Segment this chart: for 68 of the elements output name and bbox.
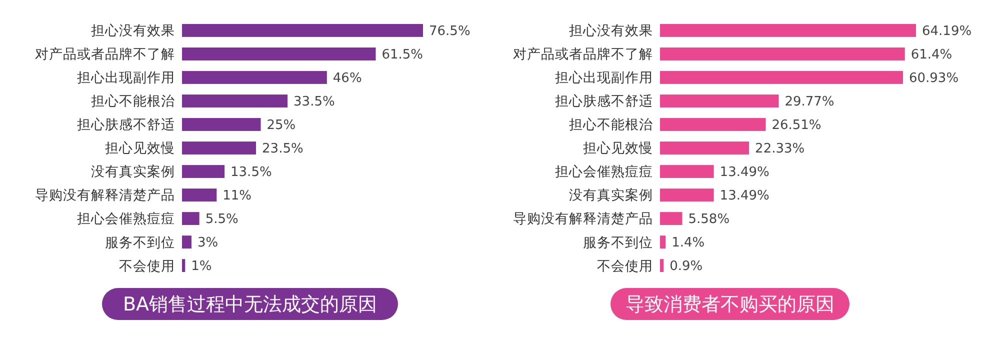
data-label: 13.49% (720, 188, 770, 204)
data-label: 61.5% (382, 48, 424, 63)
y-tick-label: 担心不能根治 (91, 94, 175, 110)
bar (182, 212, 200, 225)
y-tick-label: 没有真实案例 (569, 186, 653, 204)
data-label: 76.5% (429, 24, 470, 40)
data-label: 1.4% (672, 236, 705, 251)
data-label: 13.5% (230, 165, 272, 180)
bar (182, 48, 376, 60)
y-tick-label: 不会使用 (597, 258, 653, 274)
y-tick-label: 担心肤感不舒适 (555, 94, 653, 110)
bar (660, 188, 714, 202)
data-label: 29.77% (784, 94, 834, 110)
bar (182, 188, 217, 202)
y-tick-label: 担心见效慢 (105, 140, 175, 157)
y-tick-label: 担心出现副作用 (555, 70, 653, 86)
data-label: 3% (197, 236, 218, 251)
data-label: 33.5% (294, 94, 335, 110)
y-tick-label: 担心不能根治 (569, 117, 653, 134)
bar (182, 165, 225, 178)
bar (182, 236, 192, 248)
y-tick-label: 担心会催熟痘痘 (555, 164, 653, 180)
y-tick-label: 对产品或者品牌不了解 (513, 46, 653, 63)
data-label: 61.4% (910, 48, 952, 63)
bar (660, 24, 916, 37)
data-label: 26.51% (772, 118, 822, 134)
bar (660, 165, 714, 178)
bar (660, 236, 666, 248)
bar (182, 259, 186, 272)
y-tick-label: 担心会催熟痘痘 (77, 211, 175, 228)
y-tick-label: 导购没有解释清楚产品 (513, 211, 653, 228)
data-label: 1% (191, 259, 212, 274)
data-label: 5.58% (688, 212, 730, 228)
y-tick-label: 服务不到位 (583, 234, 653, 251)
y-tick-label: 服务不到位 (105, 234, 175, 251)
y-tick-label: 导购没有解释清楚产品 (35, 188, 175, 204)
y-tick-label: 担心肤感不舒适 (77, 117, 175, 134)
data-label: 23.5% (262, 142, 304, 157)
bar (182, 142, 256, 154)
data-label: 11% (222, 188, 252, 204)
y-tick-label: 担心没有效果 (569, 23, 653, 40)
y-tick-label: 担心见效慢 (583, 140, 653, 157)
bar (660, 142, 750, 154)
bar (182, 24, 423, 37)
bar (182, 118, 261, 131)
bar (660, 118, 766, 131)
data-label: 64.19% (922, 24, 972, 40)
y-tick-label: 担心没有效果 (91, 23, 175, 40)
text: BA销售过程中无法成交的原因 (122, 294, 378, 316)
bar (660, 212, 682, 225)
text: 导致消费者不购买的原因 (626, 294, 834, 316)
data-label: 22.33% (755, 142, 805, 157)
bar (660, 259, 664, 272)
bar (182, 94, 288, 108)
bar (182, 71, 327, 84)
y-tick-label: 对产品或者品牌不了解 (35, 46, 175, 63)
y-tick-label: 不会使用 (119, 258, 175, 274)
data-label: 25% (266, 118, 296, 134)
data-label: 46% (332, 71, 362, 86)
y-tick-label: 担心出现副作用 (77, 70, 175, 86)
data-label: 60.93% (909, 71, 959, 86)
bar (660, 48, 905, 60)
bar (660, 71, 903, 84)
bar (660, 94, 779, 108)
data-label: 0.9% (670, 259, 703, 274)
data-label: 13.49% (720, 165, 770, 180)
data-label: 5.5% (205, 212, 238, 228)
y-tick-label: 没有真实案例 (91, 163, 175, 180)
